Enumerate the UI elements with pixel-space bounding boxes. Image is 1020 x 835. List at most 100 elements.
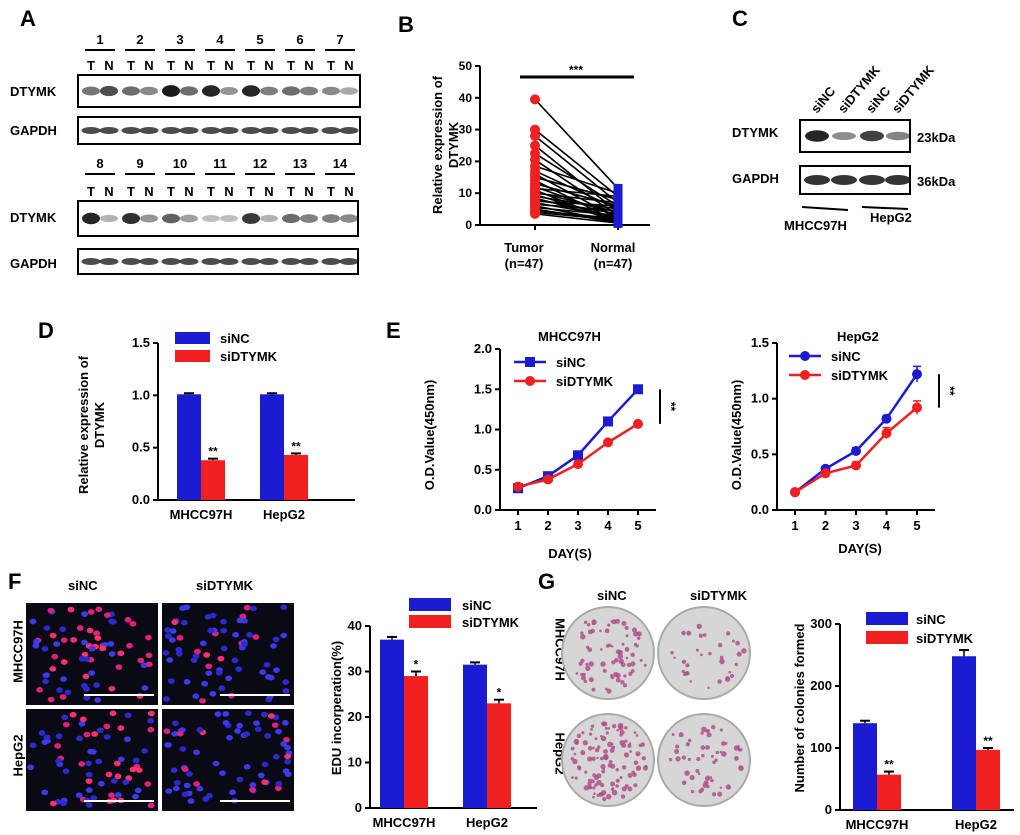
lane-t-5: T xyxy=(247,58,255,73)
f-nucleus-0-33 xyxy=(103,612,111,618)
gapdh-band-6 xyxy=(201,127,221,134)
b-pair-line-27 xyxy=(534,209,619,220)
g-colony-2-61 xyxy=(633,783,638,788)
e2-xtick-0: 1 xyxy=(791,518,798,533)
panel-f-chart: EDU incorperation(%) 0 10 20 30 40 MHCC97H * He… xyxy=(329,598,537,830)
f-nucleus-3-48 xyxy=(222,719,230,726)
d-bar-sidtymk-mhcc97h xyxy=(201,460,225,500)
f-nucleus-2-9 xyxy=(41,789,49,796)
f-nucleus-3-51 xyxy=(261,761,269,768)
g-colony-2-100 xyxy=(624,784,629,789)
f-nucleus-2-43 xyxy=(55,733,63,739)
g-colony-2-74 xyxy=(572,758,578,765)
e1-ytick-2: 1.0 xyxy=(474,422,492,437)
f-nucleus-0-44 xyxy=(94,697,101,703)
e2-legend-marker-sidtymk xyxy=(800,370,810,380)
f-nucleus-1-12 xyxy=(239,613,247,620)
lane-n-9: N xyxy=(144,184,153,199)
panel-b-label: B xyxy=(398,12,414,37)
f-nucleus-1-67 xyxy=(203,652,211,658)
g-colony-2-96 xyxy=(590,724,595,728)
dtymk-band-7 xyxy=(220,215,238,222)
lane-number-3: 3 xyxy=(176,32,183,47)
f-nucleus-2-16 xyxy=(75,735,83,742)
panel-e-chart-2: HepG2 O.D.Value(450nm) 0.0 0.5 1.0 1.5 1 2 3 4 5… xyxy=(729,329,957,556)
g-colony-0-11 xyxy=(575,672,579,675)
g-colony-0-62 xyxy=(633,631,639,637)
lane-number-2: 2 xyxy=(136,32,143,47)
blot-label-gapdh-1: GAPDH xyxy=(10,123,57,138)
g-colony-0-23 xyxy=(630,661,636,667)
lane-n-7: N xyxy=(344,58,353,73)
f-sig-0: * xyxy=(414,658,419,672)
dtymk-band-10 xyxy=(282,86,300,96)
gapdh-band-7 xyxy=(219,127,239,134)
f-nucleus-3-67 xyxy=(163,728,171,735)
dtymk-band-0 xyxy=(82,212,100,225)
g-colony-0-0 xyxy=(583,620,588,624)
dtymk-band-11 xyxy=(300,86,318,96)
g-colony-3-11 xyxy=(678,732,684,738)
d-legend-swatch-sidtymk xyxy=(175,350,210,362)
g-colony-0-32 xyxy=(580,634,586,640)
b-pair-line-16 xyxy=(534,192,619,204)
f-nucleus-2-26 xyxy=(29,742,37,749)
g-colony-2-4 xyxy=(603,753,609,760)
g-colony-0-43 xyxy=(618,658,624,664)
e2-legend-marker-sinc xyxy=(800,351,810,361)
g-colony-2-53 xyxy=(592,795,595,799)
b-pair-line-2 xyxy=(534,135,619,204)
f-nucleus-2-34 xyxy=(103,734,111,740)
g-colony-3-44 xyxy=(681,780,687,785)
e2-point-sidtymk-1 xyxy=(820,468,831,479)
dtymk-band-5 xyxy=(180,86,198,96)
f-nucleus-2-4 xyxy=(75,792,83,798)
e2-legend-label-sidtymk: siDTYMK xyxy=(831,368,889,383)
lane-number-11: 11 xyxy=(213,156,227,171)
f-nucleus-0-26 xyxy=(29,618,37,625)
g-colony-1-8 xyxy=(719,655,724,660)
gapdh-band-11 xyxy=(299,258,319,265)
f-nucleus-3-57 xyxy=(284,771,292,778)
gapdh-band-13 xyxy=(339,127,359,134)
f-nucleus-2-18 xyxy=(108,792,115,798)
e1-point-sidtymk-1 xyxy=(543,474,553,485)
e2-point-sinc-2 xyxy=(851,445,861,456)
f-xtick-hepg2: HepG2 xyxy=(466,815,508,830)
g-colony-2-18 xyxy=(623,752,630,758)
g-colony-0-31 xyxy=(590,628,596,634)
f-nucleus-2-5 xyxy=(147,710,155,717)
g-colony-2-22 xyxy=(609,748,615,753)
f-nucleus-2-2 xyxy=(115,792,122,798)
g-colony-3-7 xyxy=(710,778,714,783)
gapdh-band-1 xyxy=(99,127,119,134)
gapdh-band-3 xyxy=(139,127,159,134)
c-dtymk-band-0 xyxy=(805,130,829,142)
b-tumor-point-3 xyxy=(530,140,540,151)
f-nucleus-2-47 xyxy=(85,802,93,808)
g-colony-1-3 xyxy=(696,623,702,630)
g-ytick-3: 300 xyxy=(810,616,832,631)
g-colony-0-30 xyxy=(624,625,629,631)
g-colony-3-10 xyxy=(671,733,675,737)
gapdh-band-2 xyxy=(121,258,141,265)
f-nucleus-3-6 xyxy=(267,713,275,719)
c-underline-mhcc97h xyxy=(801,206,849,211)
f-nucleus-3-27 xyxy=(275,728,282,735)
f-nucleus-3-34 xyxy=(283,737,290,743)
panel-e-chart-1: MHCC97H O.D.Value(450nm) 0.0 0.5 1.0 1.5 2.0… xyxy=(422,329,678,561)
g-colony-3-43 xyxy=(719,728,724,732)
f-nucleus-1-4 xyxy=(218,685,226,692)
e1-xtick-0: 1 xyxy=(514,518,521,533)
f-sig-1: * xyxy=(497,686,502,700)
g-colony-0-58 xyxy=(621,642,625,646)
c-cell-hepg2: HepG2 xyxy=(870,210,912,225)
g-colony-2-58 xyxy=(633,731,637,734)
f-nucleus-2-39 xyxy=(144,781,152,787)
panel-d-label: D xyxy=(38,318,54,343)
f-nucleus-3-65 xyxy=(202,796,210,802)
f-nucleus-3-55 xyxy=(261,779,269,785)
g-colony-2-98 xyxy=(596,780,602,786)
g-colony-2-60 xyxy=(610,742,614,746)
